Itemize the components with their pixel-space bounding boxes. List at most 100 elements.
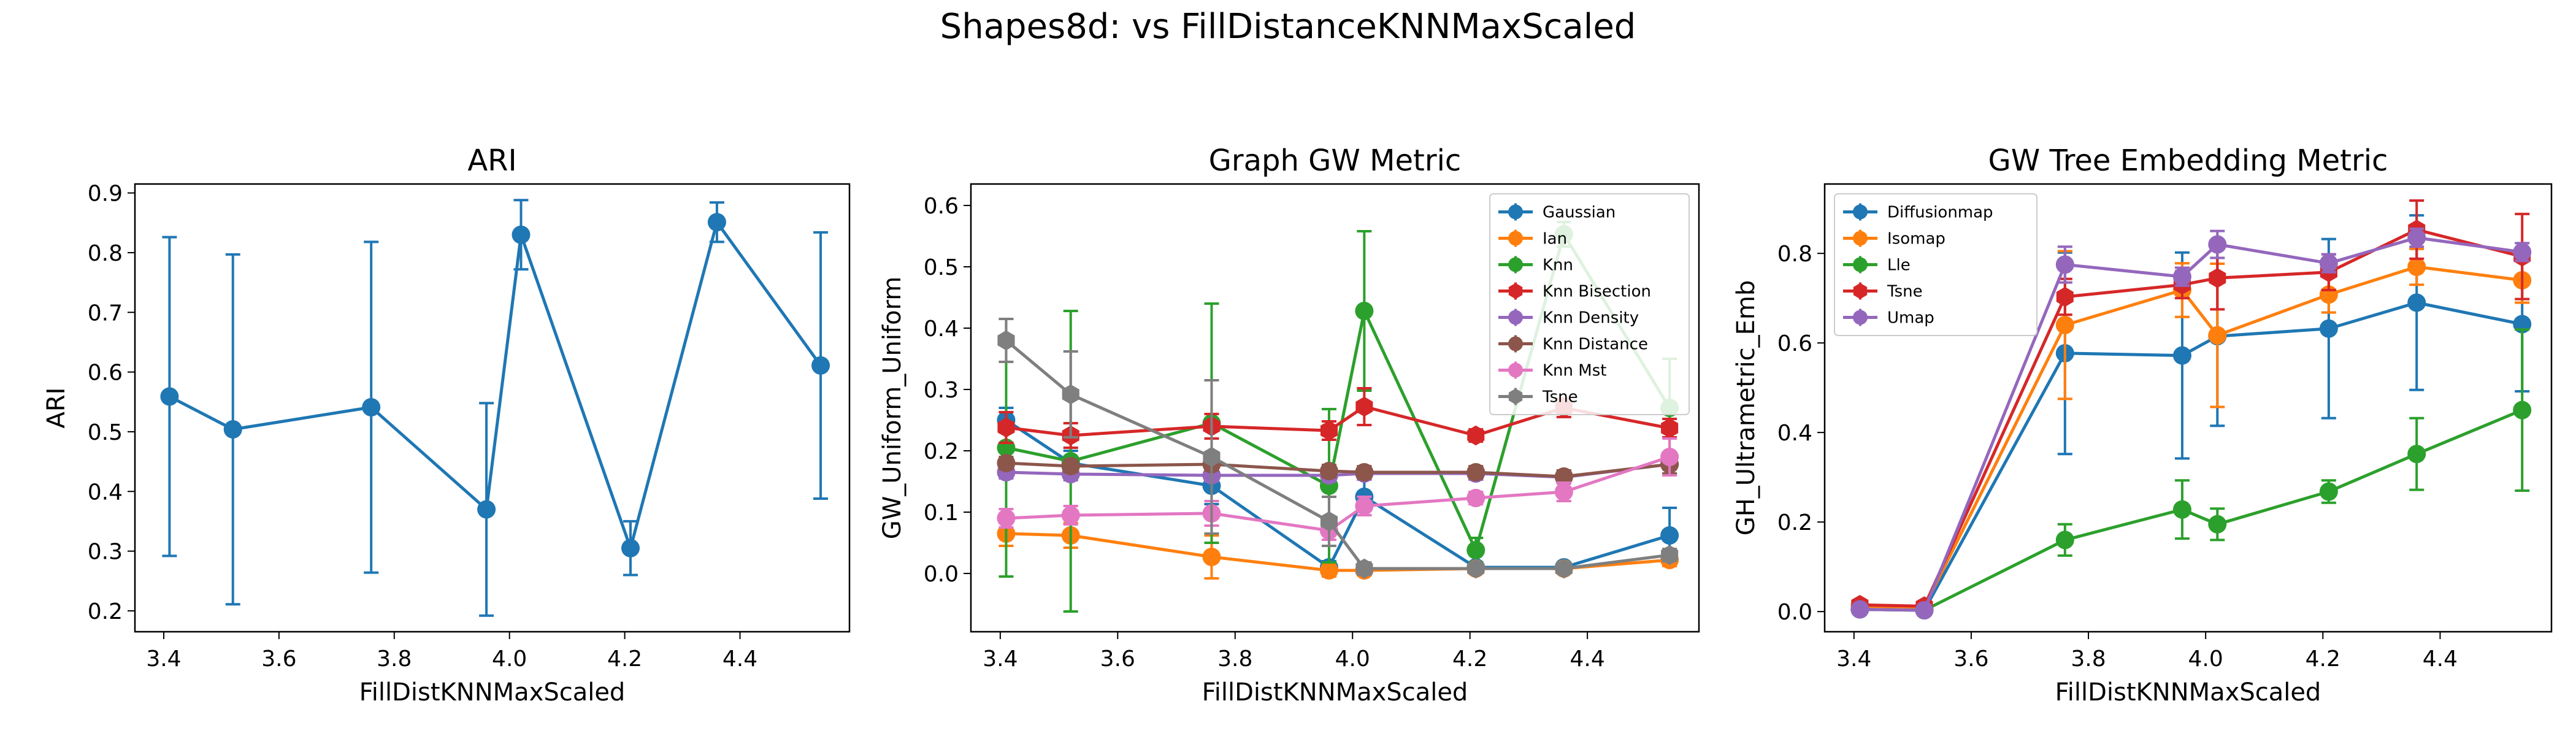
- panel-0-ytick-label: 0.9: [88, 182, 123, 207]
- panel-1-series-knn-distance-point: [1355, 463, 1374, 481]
- panel-2-legend-tsne: Tsne: [1843, 282, 1923, 301]
- panel-0-ytick-label: 0.6: [88, 361, 123, 386]
- panel-1-xlabel: FillDistKNNMaxScaled: [1202, 678, 1468, 707]
- panel-0-axes-frame: [134, 183, 851, 633]
- panel-2-series-lle-point: [2407, 445, 2426, 464]
- panel-1-legend: Gaussian Ian Knn Knn Bisection Knn Density Kn…: [1489, 193, 1690, 415]
- panel-1-legend-knn-density-label: Knn Density: [1543, 309, 1639, 328]
- panel-2-legend-umap: Umap: [1843, 309, 1934, 328]
- panel-1-legend-knn-density: Knn Density: [1498, 309, 1639, 328]
- panel-2-ytick-label: 0.2: [1777, 510, 1812, 535]
- panel-2-ytick-label: 0.6: [1777, 331, 1812, 356]
- panel-1-series-ian-point: [1202, 548, 1221, 566]
- panel-0-series-0-point: [512, 225, 531, 244]
- panel-0-xlabel: FillDistKNNMaxScaled: [359, 678, 626, 707]
- panel-2-axes-frame: [1823, 183, 2553, 633]
- panel-0-ytick-label: 0.7: [88, 301, 123, 326]
- panel-0-xtick-label: 4.4: [723, 646, 757, 672]
- panel-1-legend-knn-mst-swatch-marker: [1508, 362, 1523, 378]
- panel-0-title: ARI: [467, 144, 516, 178]
- panel-1-series-knn-point: [1355, 302, 1374, 320]
- panel-1-legend-knn-density-swatch-marker: [1508, 310, 1523, 325]
- panel-2-series-lle-point: [2513, 401, 2532, 420]
- panel-2-series-lle-point: [2172, 500, 2191, 519]
- panel-0-xtick-label: 3.4: [146, 646, 181, 672]
- panel-2-series-tsne-point: [2209, 268, 2226, 288]
- panel-2-series-umap-point: [2172, 267, 2191, 286]
- panel-1-legend-knn-bisection-label: Knn Bisection: [1543, 283, 1651, 301]
- panel-1-ytick-label: 0.6: [924, 194, 959, 219]
- panel-1-series-knn-distance-point: [1061, 457, 1080, 475]
- panel-2-series-diffusionmap-point: [2319, 319, 2338, 338]
- panel-1-legend-knn-distance-swatch-marker: [1508, 336, 1523, 351]
- panel-2-series-umap-point: [2319, 254, 2338, 273]
- panel-1-axes-frame: [970, 183, 1700, 633]
- panel-1-legend-ian-swatch-marker: [1508, 231, 1523, 246]
- panel-1-legend-knn: Knn: [1498, 256, 1573, 275]
- panel-1-xtick-label: 4.0: [1335, 646, 1370, 672]
- panel-1-xtick-label: 4.2: [1452, 646, 1487, 672]
- panel-1-series-knn-mst-point: [997, 509, 1016, 527]
- panel-2-xlabel: FillDistKNNMaxScaled: [2055, 678, 2321, 707]
- panel-2-ylabel: GH_Ultrametric_Emb: [1732, 280, 1760, 536]
- panel-1-series-knn-mst-line: [1006, 455, 1670, 532]
- panel-2-xtick-label: 3.4: [1836, 646, 1871, 672]
- panel-2-xtick-label: 3.6: [1953, 646, 1988, 672]
- panel-2-series-diffusionmap-point: [2407, 293, 2426, 312]
- panel-2-series-umap-point: [2407, 228, 2426, 247]
- panel-2-series-isomap-point: [2208, 326, 2227, 345]
- panel-1-ytick-label: 0.5: [924, 255, 959, 280]
- panel-2-xtick-label: 4.0: [2188, 646, 2223, 672]
- panel-1-series-knn-bisection-point: [1320, 420, 1338, 441]
- panel-2-series-umap: [1850, 228, 2532, 619]
- panel-1-series-knn-distance-line: [1006, 461, 1670, 478]
- panel-2-series-umap-point: [2055, 255, 2074, 274]
- panel-1-legend-knn-mst: Knn Mst: [1498, 361, 1606, 380]
- panel-1-series-knn-bisection-point: [1661, 418, 1679, 439]
- panel-1-legend-gaussian-label: Gaussian: [1543, 204, 1616, 222]
- panel-2-series-umap-point: [1850, 600, 1869, 619]
- panel-1-series-knn-distance-point: [997, 454, 1016, 472]
- panel-0-ytick-label: 0.5: [88, 420, 123, 445]
- panel-0-series-0-point: [811, 356, 830, 375]
- figure-suptitle: Shapes8d: vs FillDistanceKNNMaxScaled: [940, 7, 1636, 47]
- panel-0-series-0: [160, 199, 830, 617]
- panel-1-series-tsne-line: [1005, 339, 1670, 570]
- panel-2-legend-isomap: Isomap: [1843, 229, 1945, 248]
- panel-1-series-knn-bisection-point: [997, 417, 1015, 438]
- chart-panel-ari: ARI 3.4 3.6 3.8 4.0 4.2 4.4 0.2 0.3 0.4 0.5 0.6 0.7 0…: [42, 144, 851, 707]
- panel-1-series-tsne-point: [997, 330, 1015, 351]
- panel-2-ytick-label: 0.0: [1777, 600, 1812, 625]
- panel-2-series-lle-line: [1860, 408, 2523, 612]
- panel-2-series-lle-point: [2055, 531, 2074, 550]
- panel-0-series-0-point: [223, 420, 242, 439]
- panel-1-legend-knn-bisection: Knn Bisection: [1498, 282, 1651, 301]
- panel-2-series-isomap-line: [1860, 265, 2523, 609]
- panel-1-series-knn-distance-point: [1466, 463, 1485, 481]
- panel-0-ytick-label: 0.3: [88, 540, 123, 565]
- panel-2-legend-diffusionmap-label: Diffusionmap: [1887, 204, 1993, 222]
- panel-1-series-knn-point: [1466, 541, 1485, 559]
- panel-2-xtick-label: 4.2: [2306, 646, 2340, 672]
- panel-1-ytick-label: 0.2: [924, 439, 959, 464]
- panel-1-series-tsne-point: [1320, 511, 1338, 532]
- panel-1-series-knn-mst-point: [1554, 483, 1573, 501]
- panel-1-series-knn-distance-point: [1554, 467, 1573, 486]
- panel-2-series-umap-point: [2208, 235, 2227, 254]
- panel-1-legend-knn-mst-label: Knn Mst: [1543, 362, 1606, 380]
- panel-2-legend-umap-label: Umap: [1887, 309, 1934, 328]
- panel-1-legend-knn-label: Knn: [1543, 256, 1573, 275]
- panel-1-xtick-label: 3.8: [1217, 646, 1252, 672]
- panel-2-series-lle: [1850, 328, 2532, 619]
- panel-0-series-0-point: [160, 387, 179, 406]
- panel-1-xtick-label: 3.4: [983, 646, 1018, 672]
- panel-0-series-0-line: [169, 220, 822, 550]
- panel-0-ylabel: ARI: [42, 388, 71, 429]
- panel-2-series-tsne-point: [2056, 286, 2074, 307]
- panel-2-xtick-label: 4.4: [2423, 646, 2458, 672]
- panel-2-legend-lle-label: Lle: [1887, 256, 1911, 275]
- panel-1-series-knn-distance: [997, 454, 1679, 486]
- panel-1-ytick-label: 0.1: [924, 500, 959, 526]
- panel-2-legend-diffusionmap: Diffusionmap: [1843, 203, 1993, 222]
- panel-1-legend-tsne-label: Tsne: [1542, 388, 1578, 407]
